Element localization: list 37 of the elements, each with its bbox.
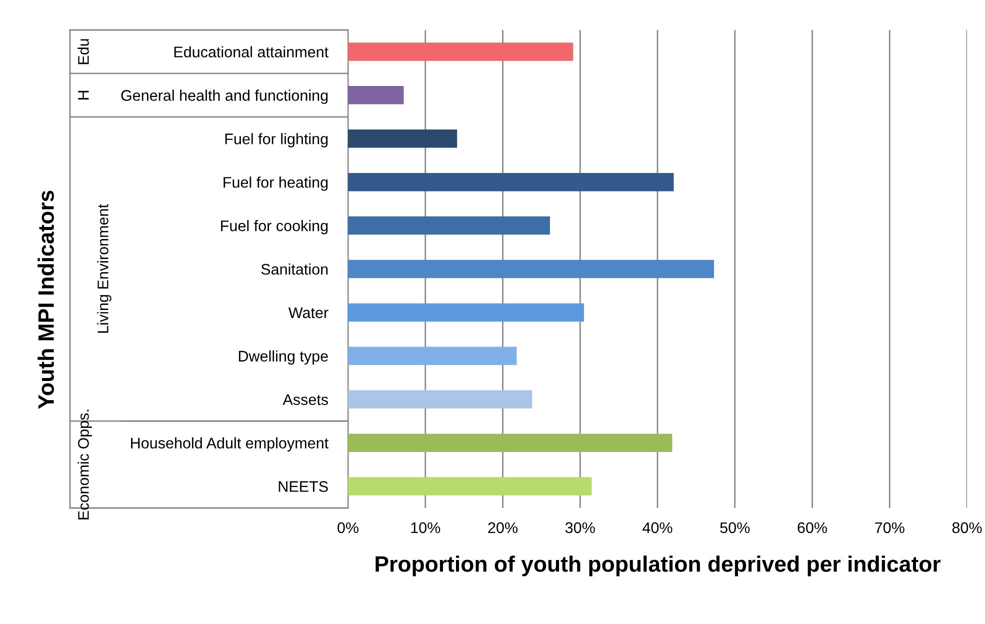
y-tick-label: Water	[288, 307, 328, 318]
x-axis-title: Proportion of youth population deprived per indicator	[376, 556, 941, 576]
bar	[348, 346, 517, 366]
bar	[348, 42, 574, 61]
y-tick-label: Educational attainment	[174, 46, 328, 58]
x-tick-label: 20%	[488, 522, 518, 534]
bar	[348, 477, 592, 496]
bar	[348, 172, 674, 192]
x-tick-label: 80%	[952, 522, 982, 534]
x-tick-label: 50%	[720, 522, 750, 534]
y-tick-label: Fuel for cooking	[221, 220, 328, 234]
text: H	[78, 90, 89, 100]
bar	[348, 86, 404, 104]
bar	[348, 434, 672, 452]
y-tick-label: Fuel for lighting	[225, 133, 328, 148]
text: Edu	[78, 39, 89, 64]
x-tick-label: 40%	[642, 522, 672, 534]
x-tick-label: 0%	[338, 522, 358, 534]
y-tick-label: Dwelling type	[238, 350, 328, 365]
y-tick-label: NEETS	[278, 481, 328, 492]
x-tick-label: 10%	[411, 522, 440, 534]
y-tick-label: Assets	[282, 394, 328, 406]
bar	[348, 216, 550, 235]
x-tick-label: 30%	[565, 522, 595, 534]
y-axis-title: Youth MPI Indicators	[38, 190, 54, 409]
bar	[348, 303, 584, 322]
bar	[348, 130, 458, 148]
bar	[348, 260, 714, 278]
x-tick-label: 70%	[875, 522, 904, 534]
text: Economic Opps.	[78, 410, 92, 520]
y-tick-label: Fuel for heating	[224, 176, 328, 191]
x-tick-label: 60%	[798, 522, 827, 534]
y-tick-label: Household Adult employment	[131, 437, 328, 452]
text: Living Environment	[97, 204, 112, 333]
y-tick-label: Sanitation	[261, 263, 328, 275]
bar	[348, 390, 532, 408]
y-tick-label: General health and functioning	[121, 90, 328, 104]
